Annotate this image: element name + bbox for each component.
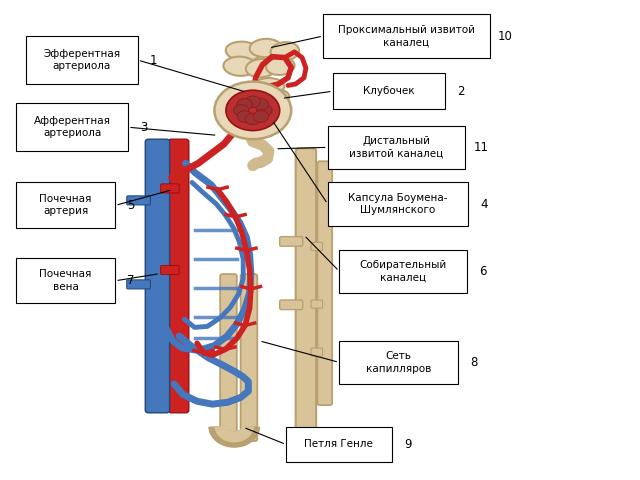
Text: 6: 6 (479, 264, 487, 278)
FancyBboxPatch shape (296, 148, 316, 442)
Text: Проксимальный извитой
каналец: Проксимальный извитой каналец (338, 25, 475, 47)
Text: 5: 5 (127, 199, 135, 212)
FancyBboxPatch shape (311, 242, 323, 251)
FancyBboxPatch shape (16, 182, 115, 228)
Ellipse shape (266, 58, 294, 75)
Circle shape (257, 105, 272, 116)
Ellipse shape (271, 42, 299, 60)
Ellipse shape (261, 89, 289, 105)
Text: 4: 4 (481, 197, 488, 211)
Circle shape (253, 98, 269, 110)
Ellipse shape (250, 39, 282, 57)
FancyBboxPatch shape (161, 265, 179, 275)
Text: Собирательный
каналец: Собирательный каналец (360, 260, 447, 282)
Text: 7: 7 (127, 274, 135, 288)
Text: Эфферентная
артериола: Эфферентная артериола (43, 49, 120, 71)
Text: 2: 2 (457, 84, 465, 98)
Text: 11: 11 (474, 141, 489, 154)
Ellipse shape (223, 57, 257, 76)
Text: Дистальный
извитой каналец: Дистальный извитой каналец (349, 136, 444, 158)
Circle shape (245, 96, 260, 108)
Text: 1: 1 (150, 53, 157, 67)
FancyBboxPatch shape (127, 280, 150, 289)
FancyBboxPatch shape (161, 184, 179, 193)
Circle shape (226, 90, 280, 131)
Text: Капсула Боумена-
Шумлянского: Капсула Боумена- Шумлянского (348, 193, 448, 215)
Circle shape (237, 111, 252, 122)
FancyBboxPatch shape (311, 348, 323, 356)
FancyBboxPatch shape (168, 139, 189, 413)
Text: Афферентная
артериола: Афферентная артериола (33, 116, 111, 138)
FancyBboxPatch shape (339, 341, 458, 384)
Ellipse shape (245, 88, 273, 104)
FancyBboxPatch shape (241, 274, 257, 441)
Text: Петля Генле: Петля Генле (305, 440, 373, 449)
Circle shape (214, 82, 291, 139)
FancyBboxPatch shape (280, 300, 303, 310)
Text: 10: 10 (498, 29, 513, 43)
FancyBboxPatch shape (16, 103, 128, 151)
Circle shape (234, 105, 249, 116)
Ellipse shape (253, 78, 284, 95)
FancyBboxPatch shape (286, 427, 392, 462)
FancyBboxPatch shape (16, 258, 115, 303)
FancyBboxPatch shape (145, 139, 170, 413)
Circle shape (237, 98, 252, 110)
Text: 9: 9 (404, 438, 412, 451)
FancyBboxPatch shape (127, 196, 150, 205)
FancyBboxPatch shape (328, 182, 468, 226)
Ellipse shape (246, 59, 276, 77)
Circle shape (253, 111, 269, 122)
FancyBboxPatch shape (280, 237, 303, 246)
Text: Почечная
вена: Почечная вена (40, 269, 92, 292)
Circle shape (245, 113, 260, 125)
Text: Клубочек: Клубочек (363, 86, 415, 96)
FancyBboxPatch shape (333, 73, 445, 109)
Ellipse shape (226, 42, 260, 61)
FancyBboxPatch shape (317, 161, 332, 405)
FancyBboxPatch shape (220, 274, 237, 441)
FancyBboxPatch shape (339, 250, 467, 293)
Text: Почечная
артерия: Почечная артерия (40, 194, 92, 216)
FancyBboxPatch shape (328, 126, 465, 169)
FancyBboxPatch shape (323, 14, 490, 58)
Text: 8: 8 (470, 356, 477, 369)
Text: 3: 3 (140, 120, 148, 134)
FancyBboxPatch shape (26, 36, 138, 84)
FancyBboxPatch shape (311, 300, 323, 308)
Text: Сеть
капилляров: Сеть капилляров (365, 351, 431, 373)
